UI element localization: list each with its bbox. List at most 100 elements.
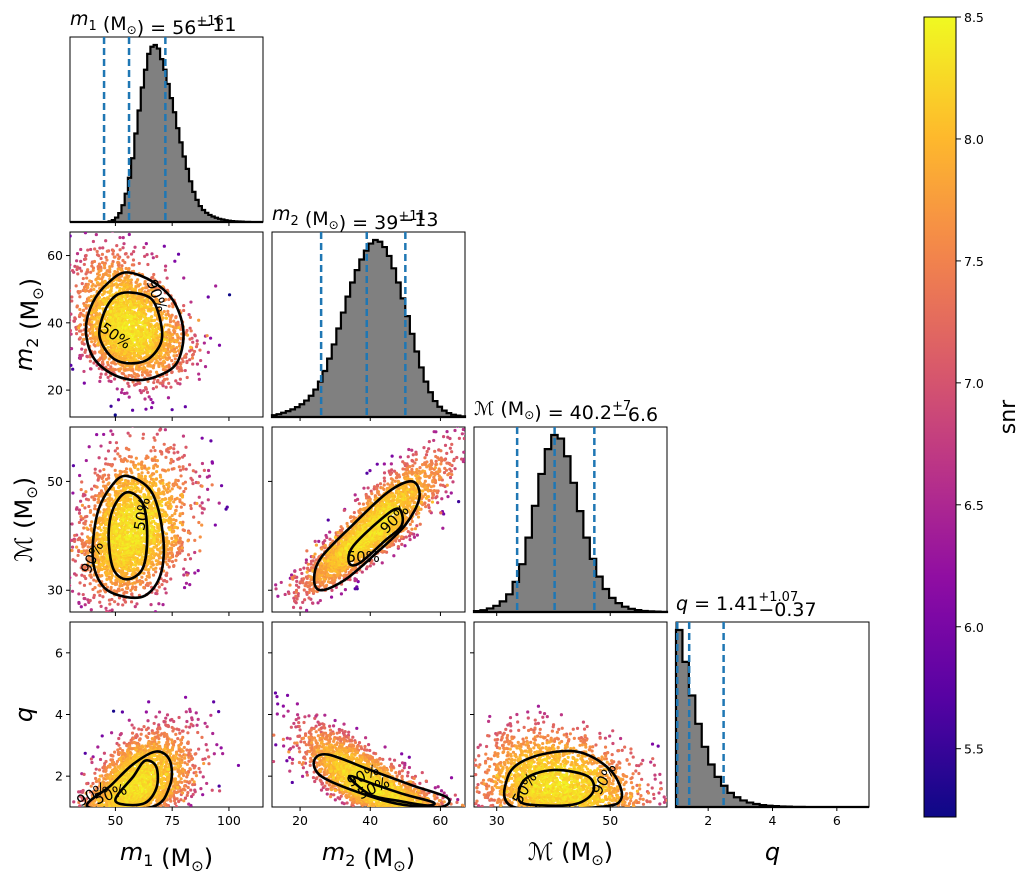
scatter-point <box>182 276 186 280</box>
scatter-point <box>91 266 96 270</box>
scatter-point <box>127 485 131 490</box>
scatter-point <box>101 246 105 250</box>
scatter-point <box>169 517 173 521</box>
scatter-point <box>167 539 171 544</box>
scatter-point <box>168 502 172 506</box>
scatter-point <box>178 365 183 369</box>
scatter-point <box>88 598 92 603</box>
scatter-point <box>182 489 186 494</box>
scatter-point <box>177 465 181 469</box>
scatter-point <box>83 522 87 526</box>
scatter-point <box>149 283 153 287</box>
scatter-point <box>163 587 167 591</box>
scatter-point <box>147 395 151 399</box>
scatter-point <box>171 332 175 337</box>
scatter-point <box>92 513 96 517</box>
scatter-point <box>65 310 68 313</box>
scatter-point <box>80 281 84 286</box>
scatter-point <box>141 362 145 366</box>
scatter-point <box>127 294 132 298</box>
scatter-point <box>166 518 170 523</box>
scatter-point <box>143 335 147 339</box>
scatter-point <box>88 558 92 562</box>
scatter-point <box>166 468 171 472</box>
x-tick-label: 6 <box>833 813 841 828</box>
scatter-point <box>75 265 79 269</box>
scatter-point <box>84 490 88 494</box>
scatter-point <box>98 600 102 604</box>
scatter-point <box>104 582 108 586</box>
scatter-point <box>205 334 209 338</box>
scatter-point <box>167 565 171 569</box>
scatter-point <box>89 288 93 293</box>
scatter-point <box>130 408 135 412</box>
scatter-point <box>99 256 103 261</box>
scatter-point <box>114 441 119 445</box>
scatter-point <box>98 518 102 523</box>
scatter-point <box>181 455 185 459</box>
scatter-point <box>91 327 95 331</box>
scatter-point <box>117 503 121 508</box>
scatter-point <box>122 391 127 396</box>
scatter-point <box>152 420 155 423</box>
scatter-point <box>182 308 186 313</box>
scatter-point <box>106 360 110 365</box>
scatter-point <box>141 432 146 436</box>
scatter-point <box>150 511 154 516</box>
scatter-point <box>79 515 83 519</box>
scatter-point <box>110 608 114 612</box>
scatter-point <box>106 462 110 466</box>
scatter-point <box>200 523 204 527</box>
scatter-point <box>70 363 73 367</box>
scatter-point <box>82 549 86 553</box>
scatter-point <box>172 564 176 568</box>
contour-90 <box>84 271 185 382</box>
scatter-point <box>97 475 102 479</box>
scatter-point <box>76 553 80 558</box>
scatter-point <box>96 533 100 537</box>
scatter-point <box>99 332 104 336</box>
scatter-point <box>137 511 142 515</box>
scatter-point <box>84 458 88 463</box>
scatter-point <box>101 360 105 364</box>
scatter-point <box>80 347 84 351</box>
scatter-point <box>124 266 128 271</box>
scatter-point <box>103 355 107 359</box>
scatter-point <box>111 432 115 437</box>
scatter-point <box>113 457 117 461</box>
scatter-point <box>165 330 169 334</box>
scatter-point <box>103 512 107 516</box>
scatter-point <box>176 457 180 461</box>
scatter-point <box>89 294 93 299</box>
y-tick-label: 60 <box>47 248 63 263</box>
scatter-point <box>70 295 74 299</box>
scatter-point <box>178 520 183 525</box>
scatter-point <box>200 461 205 466</box>
scatter-point <box>103 473 107 477</box>
scatter-point <box>108 274 112 278</box>
scatter-point <box>160 504 164 508</box>
scatter-point <box>213 523 217 527</box>
scatter-point <box>189 345 193 349</box>
scatter-point <box>183 368 187 373</box>
scatter-point <box>143 254 147 258</box>
scatter-point <box>202 468 206 472</box>
scatter-point <box>83 289 88 293</box>
scatter-point <box>97 491 102 496</box>
scatter-point <box>168 320 173 324</box>
scatter-point <box>157 354 161 359</box>
scatter-point <box>111 331 115 336</box>
scatter-point <box>125 346 129 350</box>
scatter-point <box>182 573 186 577</box>
scatter-point <box>143 355 147 360</box>
scatter-point <box>170 467 174 471</box>
scatter-point <box>81 592 85 597</box>
scatter-point <box>96 342 100 347</box>
scatter-point <box>125 285 130 290</box>
scatter-point <box>163 268 167 272</box>
scatter-point <box>181 482 185 486</box>
scatter-point <box>86 248 90 252</box>
scatter-point <box>129 494 133 498</box>
scatter-point <box>143 323 147 328</box>
scatter-point <box>149 603 153 607</box>
